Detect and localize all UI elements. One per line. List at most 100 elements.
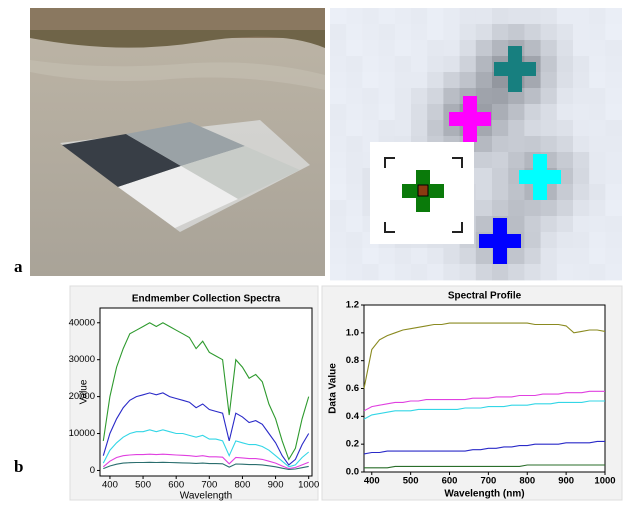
pixel: [589, 88, 606, 104]
pixel: [346, 40, 363, 56]
pixel: [541, 72, 558, 88]
pixel: [589, 232, 606, 248]
pixel: [411, 24, 428, 40]
pixel: [346, 232, 363, 248]
y-tick-label: 10000: [69, 428, 95, 439]
panel-label: b: [14, 457, 23, 476]
pixel: [427, 40, 444, 56]
pixel: [346, 104, 363, 120]
pixel: [411, 248, 428, 264]
pixel: [476, 152, 493, 168]
pixel: [605, 8, 622, 24]
x-tick-label: 600: [442, 476, 458, 487]
pixel: [508, 248, 525, 264]
pixel: [379, 120, 396, 136]
pixel: [379, 88, 396, 104]
pixel: [330, 152, 347, 168]
pixel: [411, 40, 428, 56]
pixel: [427, 8, 444, 24]
pixel: [460, 24, 477, 40]
chart-title: Spectral Profile: [448, 291, 522, 302]
pixel: [605, 24, 622, 40]
y-tick-label: 0.8: [346, 355, 359, 366]
pixel: [362, 8, 379, 24]
pixel: [541, 120, 558, 136]
pixel: [411, 120, 428, 136]
pixel: [524, 248, 541, 264]
pixel: [330, 24, 347, 40]
pixel: [460, 40, 477, 56]
pixel: [330, 120, 347, 136]
pixel: [508, 264, 525, 280]
pixel: [524, 216, 541, 232]
pixel: [589, 264, 606, 280]
pixel: [557, 184, 574, 200]
pixel: [557, 200, 574, 216]
pixel: [541, 104, 558, 120]
pixel: [573, 216, 590, 232]
pixel: [476, 136, 493, 152]
pixel: [476, 40, 493, 56]
pixel: [508, 216, 525, 232]
pixel: [395, 120, 412, 136]
x-tick-label: 900: [558, 476, 574, 487]
pixel: [605, 168, 622, 184]
pixel: [330, 88, 347, 104]
chart-title: Endmember Collection Spectra: [132, 294, 281, 305]
pixel: [492, 184, 509, 200]
pixel: [330, 216, 347, 232]
pixel: [589, 24, 606, 40]
pixel: [411, 8, 428, 24]
pixel: [476, 56, 493, 72]
pixel: [411, 56, 428, 72]
pixel: [330, 168, 347, 184]
pixel: [605, 120, 622, 136]
pixel: [573, 232, 590, 248]
pixel: [346, 168, 363, 184]
pixel: [330, 184, 347, 200]
pixel: [557, 88, 574, 104]
x-tick-label: 1000: [298, 480, 319, 491]
pixel: [492, 40, 509, 56]
pixel: [346, 8, 363, 24]
pixel: [427, 248, 444, 264]
pixel: [508, 8, 525, 24]
pixel: [346, 200, 363, 216]
pixel: [346, 120, 363, 136]
pixel: [541, 232, 558, 248]
x-tick-label: 400: [364, 476, 380, 487]
pixel: [330, 264, 347, 280]
pixel: [605, 152, 622, 168]
pixel: [460, 264, 477, 280]
y-tick-label: 0.2: [346, 439, 359, 450]
pixel: [492, 168, 509, 184]
pixel: [379, 24, 396, 40]
pixel: [476, 8, 493, 24]
pixel: [573, 264, 590, 280]
pixel: [605, 88, 622, 104]
pixel: [443, 88, 460, 104]
pixel: [362, 24, 379, 40]
pixel: [557, 24, 574, 40]
pixel: [541, 56, 558, 72]
pixel: [395, 56, 412, 72]
pixel: [524, 24, 541, 40]
pixel: [460, 248, 477, 264]
pixel: [379, 264, 396, 280]
pixel: [541, 88, 558, 104]
pixel: [605, 216, 622, 232]
x-tick-label: 700: [201, 480, 217, 491]
pixel: [557, 40, 574, 56]
pixel: [346, 216, 363, 232]
x-tick-label: 900: [268, 480, 284, 491]
pixel: [427, 104, 444, 120]
pixel: [508, 120, 525, 136]
pixel: [508, 152, 525, 168]
pixel: [541, 136, 558, 152]
pixel: [476, 168, 493, 184]
pixel: [605, 72, 622, 88]
pixel: [541, 248, 558, 264]
pixel: [573, 24, 590, 40]
pixel: [524, 120, 541, 136]
pixel: [411, 104, 428, 120]
